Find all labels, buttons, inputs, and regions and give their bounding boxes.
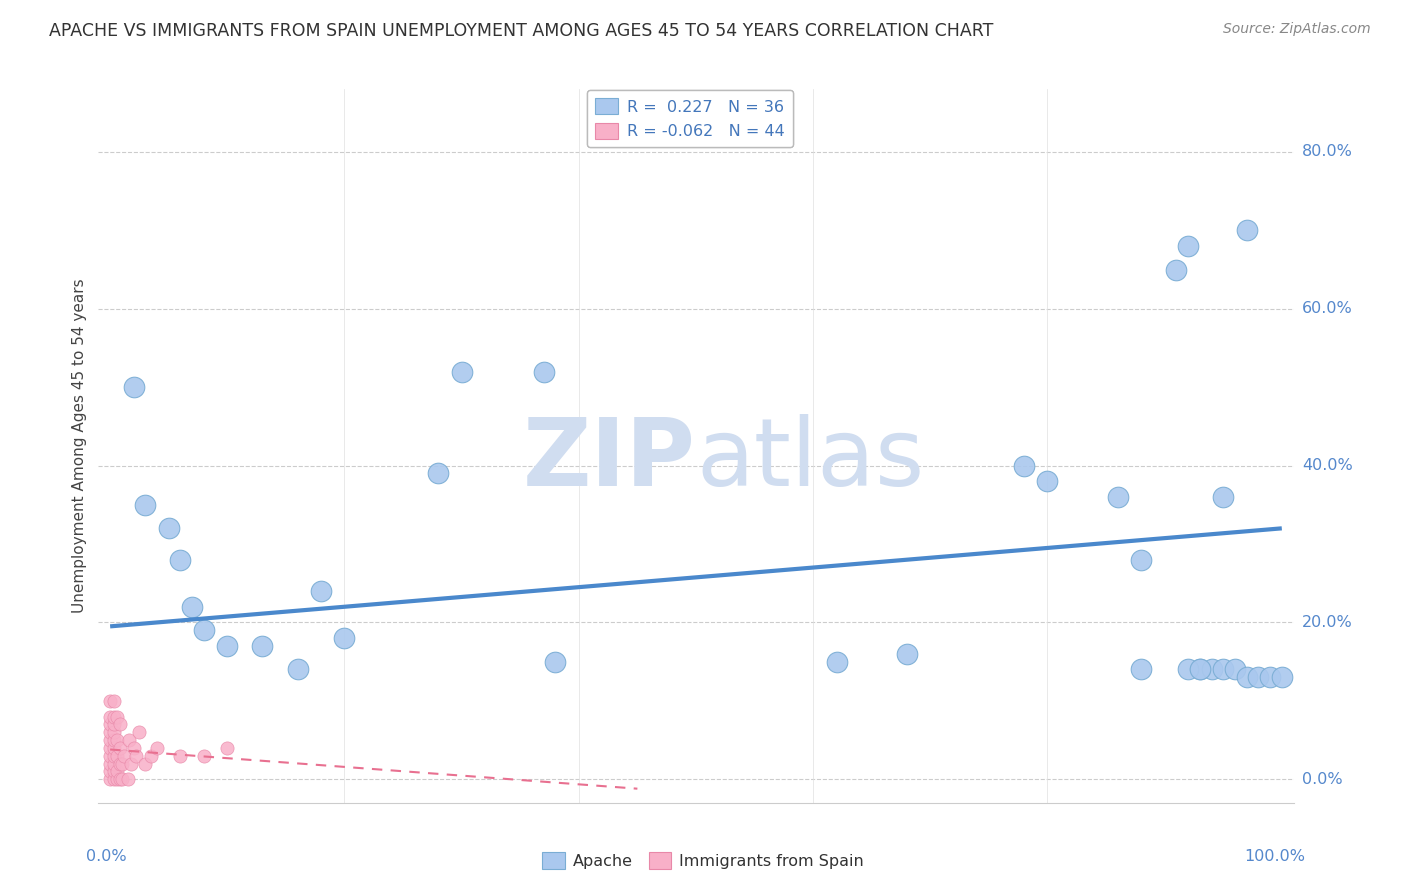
Point (141, 748, 163, 763)
Point (1212, 490, 1234, 504)
Point (825, 655, 848, 669)
Point (122, 740, 145, 755)
Point (103, 709, 125, 723)
Point (134, 756, 156, 771)
Point (450, 364, 472, 378)
Point (333, 631, 356, 645)
Point (111, 772, 134, 787)
Point (1212, 663, 1234, 677)
Point (103, 694, 125, 708)
Y-axis label: Unemployment Among Ages 45 to 54 years: Unemployment Among Ages 45 to 54 years (72, 278, 87, 614)
Point (103, 725, 125, 739)
Text: 20.0%: 20.0% (1302, 615, 1353, 630)
Point (193, 624, 215, 638)
Point (134, 498, 156, 512)
Point (169, 552, 191, 566)
Point (98, 772, 121, 787)
Point (533, 364, 555, 378)
Point (105, 764, 128, 779)
Text: 80.0%: 80.0% (1302, 145, 1353, 160)
Point (1188, 663, 1211, 677)
Text: Source: ZipAtlas.com: Source: ZipAtlas.com (1223, 22, 1371, 37)
Point (309, 584, 332, 599)
Point (103, 772, 125, 787)
Point (1247, 670, 1270, 684)
Point (105, 709, 128, 723)
Point (1236, 670, 1258, 684)
Point (1130, 663, 1153, 677)
Point (1012, 458, 1035, 473)
Point (108, 756, 131, 771)
Point (108, 740, 131, 755)
Point (146, 740, 169, 755)
Point (98, 694, 121, 708)
Point (108, 717, 131, 731)
Point (896, 647, 918, 661)
Point (103, 764, 125, 779)
Point (98, 748, 121, 763)
Point (98, 725, 121, 739)
Point (1201, 663, 1223, 677)
Text: 0.0%: 0.0% (1302, 772, 1343, 787)
Point (193, 748, 215, 763)
Point (1223, 663, 1246, 677)
Point (103, 756, 125, 771)
Text: 100.0%: 100.0% (1244, 849, 1306, 864)
Point (157, 521, 180, 535)
Legend: R =  0.227   N = 36, R = -0.062   N = 44: R = 0.227 N = 36, R = -0.062 N = 44 (588, 90, 793, 147)
Point (98, 709, 121, 723)
Point (103, 733, 125, 747)
Point (118, 733, 141, 747)
Text: 60.0%: 60.0% (1302, 301, 1353, 317)
Point (120, 756, 142, 771)
Point (108, 772, 131, 787)
Point (1166, 262, 1188, 277)
Point (252, 639, 274, 653)
Point (105, 748, 128, 763)
Point (1188, 663, 1211, 677)
Point (1271, 670, 1294, 684)
Point (98, 717, 121, 731)
Point (1036, 475, 1059, 489)
Text: APACHE VS IMMIGRANTS FROM SPAIN UNEMPLOYMENT AMONG AGES 45 TO 54 YEARS CORRELATI: APACHE VS IMMIGRANTS FROM SPAIN UNEMPLOY… (49, 22, 994, 40)
Point (1258, 670, 1281, 684)
Point (98, 756, 121, 771)
Point (105, 733, 128, 747)
Point (98, 764, 121, 779)
Point (105, 772, 128, 787)
Point (98, 740, 121, 755)
Legend: Apache, Immigrants from Spain: Apache, Immigrants from Spain (536, 846, 870, 875)
Point (103, 748, 125, 763)
Point (287, 663, 309, 677)
Point (1177, 663, 1199, 677)
Text: ZIP: ZIP (523, 414, 696, 507)
Point (427, 467, 450, 481)
Point (128, 725, 150, 739)
Point (1130, 552, 1153, 566)
Point (1107, 490, 1129, 504)
Text: atlas: atlas (696, 414, 924, 507)
Point (1177, 239, 1199, 253)
Point (103, 740, 125, 755)
Point (111, 756, 134, 771)
Point (122, 380, 145, 394)
Point (103, 717, 125, 731)
Point (217, 740, 239, 755)
Text: 40.0%: 40.0% (1302, 458, 1353, 473)
Point (98, 733, 121, 747)
Point (217, 639, 239, 653)
Text: 0.0%: 0.0% (87, 849, 127, 864)
Point (117, 772, 139, 787)
Point (112, 748, 135, 763)
Point (1236, 223, 1258, 237)
Point (181, 599, 204, 614)
Point (169, 748, 191, 763)
Point (125, 748, 148, 763)
Point (544, 655, 567, 669)
